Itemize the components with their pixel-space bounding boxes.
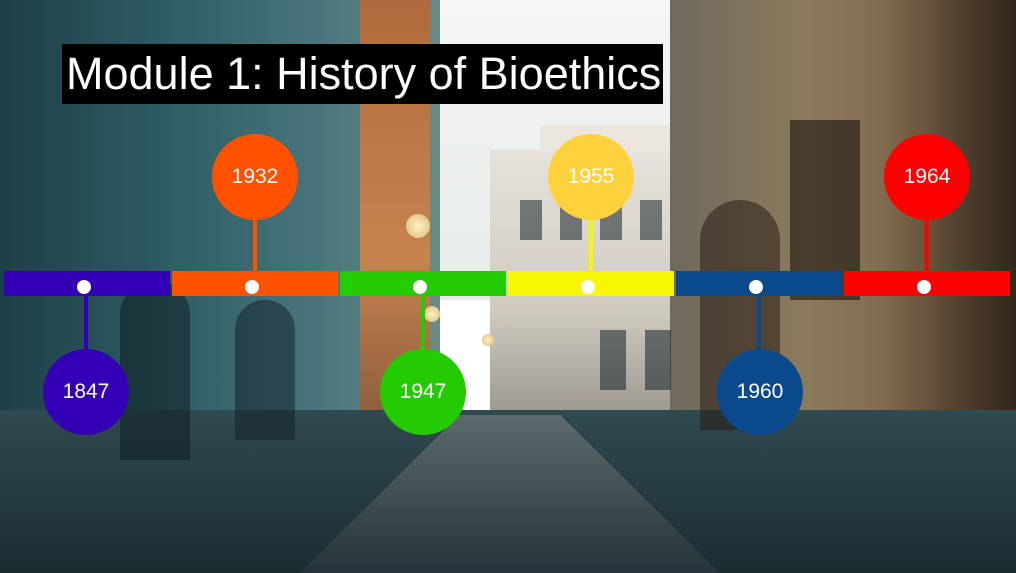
year-bubble-1955[interactable]: 1955 (548, 134, 634, 220)
timeline-connector (589, 216, 593, 280)
timeline-marker-dot (917, 280, 931, 294)
year-bubble-1960[interactable]: 1960 (717, 349, 803, 435)
year-bubble-1847[interactable]: 1847 (43, 349, 129, 435)
timeline-marker-dot (245, 280, 259, 294)
timeline-marker-dot (581, 280, 595, 294)
timeline-connector (757, 290, 761, 354)
timeline-marker-dot (749, 280, 763, 294)
timeline-connector (421, 290, 425, 354)
year-bubble-1964[interactable]: 1964 (884, 134, 970, 220)
timeline-marker-dot (77, 280, 91, 294)
timeline-connector (253, 216, 257, 280)
timeline-connector (925, 216, 929, 280)
slide-title: Module 1: History of Bioethics (62, 44, 664, 104)
timeline-connector (84, 290, 88, 354)
timeline-marker-dot (413, 280, 427, 294)
year-bubble-1947[interactable]: 1947 (380, 349, 466, 435)
year-bubble-1932[interactable]: 1932 (212, 134, 298, 220)
